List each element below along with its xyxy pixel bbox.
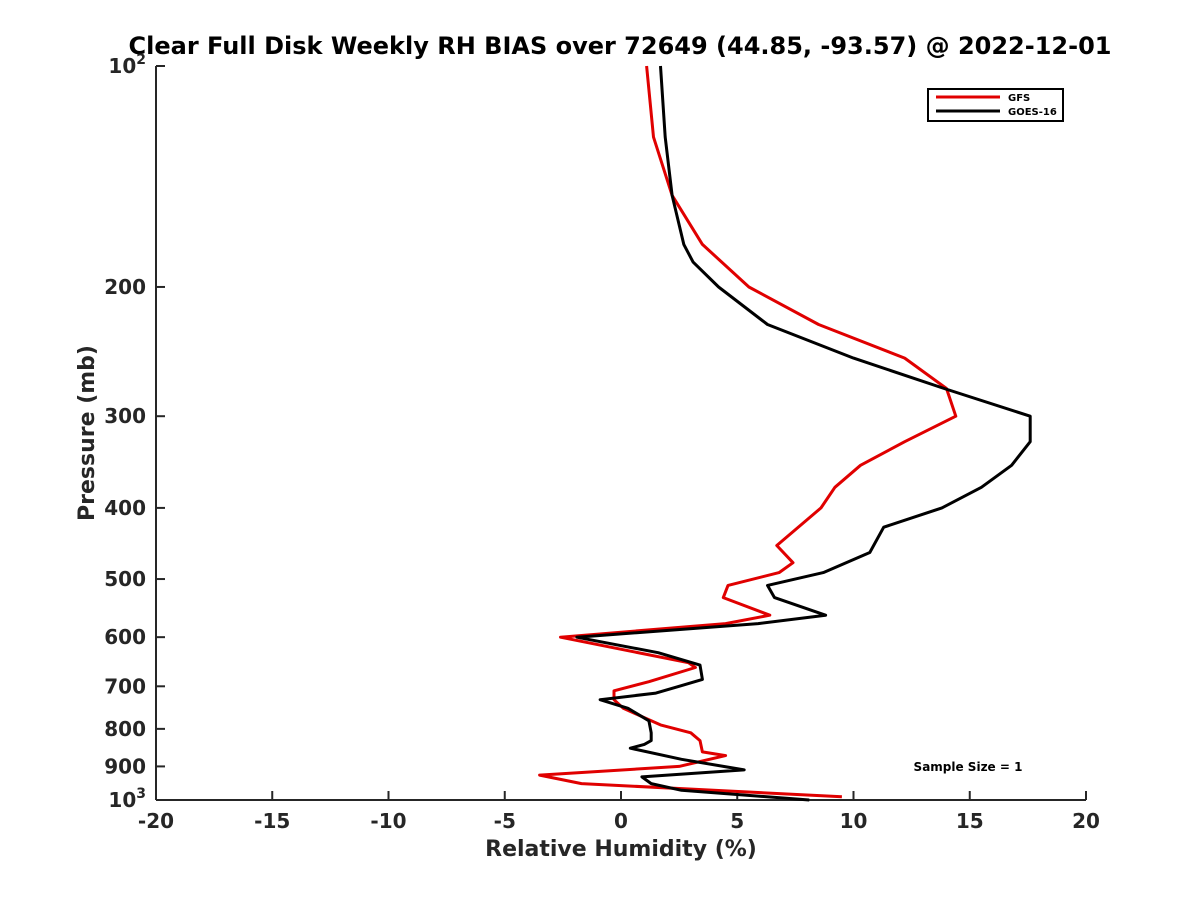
x-tick-label: 20 [1072, 809, 1100, 833]
y-tick-label: 300 [104, 404, 146, 428]
y-tick-label: 700 [104, 674, 146, 698]
x-tick-label: 0 [614, 809, 628, 833]
series-line-gfs [538, 65, 958, 799]
y-tick-label: 400 [104, 496, 146, 520]
y-tick-label: 103 [108, 786, 146, 812]
x-tick-label: -20 [138, 809, 174, 833]
y-tick-label: 900 [104, 754, 146, 778]
y-tick-label-base: 10 [108, 788, 136, 812]
x-tick-label: 10 [840, 809, 868, 833]
x-tick-label: -15 [254, 809, 290, 833]
y-tick-label: 102 [108, 52, 146, 78]
y-axis-label: Pressure (mb) [75, 345, 100, 521]
x-tick-label: -10 [370, 809, 406, 833]
x-axis-label: Relative Humidity (%) [485, 837, 757, 862]
series-group [538, 65, 1032, 802]
series-line-goes16 [575, 65, 1032, 802]
x-ticks: -20 -15 -10 -5 0 5 10 15 20 [138, 791, 1100, 833]
legend-label-goes16: GOES-16 [1008, 107, 1057, 118]
x-tick-label: 5 [730, 809, 744, 833]
x-tick-label: 15 [956, 809, 984, 833]
legend-label-gfs: GFS [1008, 93, 1030, 104]
y-tick-label: 600 [104, 625, 146, 649]
y-tick-label: 800 [104, 717, 146, 741]
y-tick-label-base: 10 [108, 54, 136, 78]
y-tick-label-exponent: 3 [136, 786, 146, 802]
y-tick-label: 500 [104, 567, 146, 591]
sample-size-annotation: Sample Size = 1 [914, 760, 1023, 774]
x-tick-label: -5 [494, 809, 516, 833]
legend: GFS GOES-16 [927, 88, 1064, 122]
y-tick-label: 200 [104, 275, 146, 299]
chart-title: Clear Full Disk Weekly RH BIAS over 7264… [129, 32, 1112, 60]
legend-box [927, 88, 1064, 122]
y-tick-label-exponent: 2 [136, 52, 146, 68]
